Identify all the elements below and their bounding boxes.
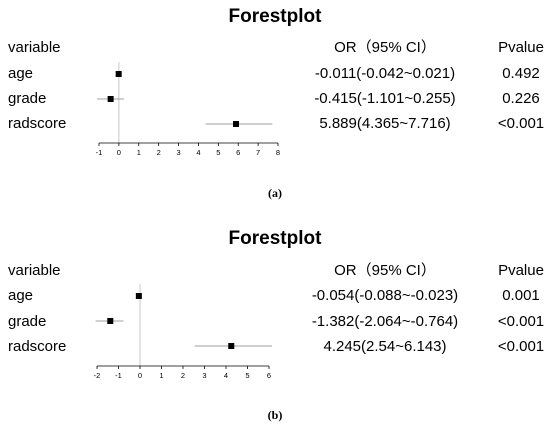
or-ci-value: 5.889(4.365~7.716) — [319, 115, 451, 132]
pvalue-header: Pvalue — [498, 262, 544, 279]
or-ci-value: -0.054(-0.088~-0.023) — [311, 287, 459, 304]
x-tick-label: 4 — [224, 371, 228, 380]
or-ci-header: OR（95% CI） — [334, 262, 436, 279]
x-tick-label: 2 — [181, 371, 185, 380]
panel-caption: (a) — [268, 186, 282, 200]
row-label: grade — [8, 313, 47, 330]
pvalue-value: 0.492 — [502, 65, 540, 82]
chart-title: Forestplot — [228, 6, 322, 27]
forest-plot-a: -1 0 1 2 3 4 5 6 7 8 — [96, 62, 280, 157]
x-tick-label: 0 — [138, 371, 142, 380]
or-ci-value: -0.415(-1.101~0.255) — [314, 90, 456, 107]
or-ci-header: OR（95% CI） — [334, 39, 436, 56]
variable-header: variable — [8, 262, 61, 279]
or-ci-value: -0.011(-0.042~0.021) — [314, 65, 456, 82]
point-estimate — [107, 96, 114, 102]
x-tick-label: -1 — [96, 148, 103, 157]
row-label: grade — [8, 90, 47, 107]
x-tick-label: -1 — [115, 371, 122, 380]
point-estimate — [107, 318, 114, 324]
pvalue-value: 0.001 — [502, 287, 540, 304]
x-tick-label: 5 — [216, 148, 220, 157]
chart-title: Forestplot — [228, 228, 322, 249]
x-tick-label: 3 — [202, 371, 206, 380]
panel-caption: (b) — [267, 408, 283, 422]
row-label: radscore — [8, 115, 67, 132]
x-tick-label: 2 — [157, 148, 161, 157]
x-tick-label: 7 — [256, 148, 260, 157]
point-estimate — [233, 121, 240, 127]
row-label: age — [8, 65, 34, 82]
or-ci-value: 4.245(2.54~6.143) — [323, 338, 447, 355]
point-estimate — [228, 343, 235, 349]
point-estimate — [135, 293, 142, 299]
x-tick-label: 1 — [159, 371, 163, 380]
pvalue-value: <0.001 — [497, 313, 545, 330]
x-tick-label: 4 — [196, 148, 200, 157]
row-label: age — [8, 287, 34, 304]
pvalue-value: <0.001 — [497, 338, 545, 355]
variable-header: variable — [8, 39, 61, 56]
x-tick-label: 3 — [176, 148, 180, 157]
point-estimate — [115, 71, 122, 77]
x-tick-label: -2 — [94, 371, 101, 380]
pvalue-value: <0.001 — [497, 115, 545, 132]
x-tick-label: 8 — [276, 148, 280, 157]
or-ci-value: -1.382(-2.064~-0.764) — [311, 313, 459, 330]
x-tick-label: 6 — [236, 148, 240, 157]
x-tick-label: 0 — [117, 148, 121, 157]
x-tick-label: 5 — [245, 371, 249, 380]
x-tick-label: 6 — [267, 371, 271, 380]
x-tick-label: 1 — [137, 148, 141, 157]
row-label: radscore — [8, 338, 67, 355]
pvalue-header: Pvalue — [498, 39, 544, 56]
pvalue-value: 0.226 — [502, 90, 540, 107]
